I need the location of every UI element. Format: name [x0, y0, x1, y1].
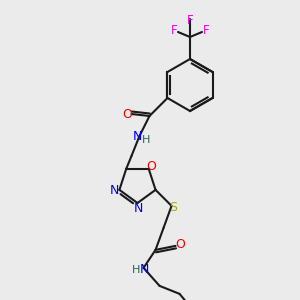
Text: F: F: [203, 23, 209, 37]
Text: O: O: [147, 160, 157, 173]
Text: S: S: [169, 201, 178, 214]
Text: N: N: [110, 184, 119, 197]
Text: H: H: [132, 265, 141, 275]
Text: N: N: [134, 202, 143, 214]
Text: N: N: [140, 263, 149, 276]
Text: F: F: [187, 14, 193, 26]
Text: H: H: [142, 135, 151, 145]
Text: N: N: [133, 130, 142, 143]
Text: O: O: [176, 238, 185, 251]
Text: F: F: [171, 23, 177, 37]
Text: O: O: [122, 107, 132, 121]
